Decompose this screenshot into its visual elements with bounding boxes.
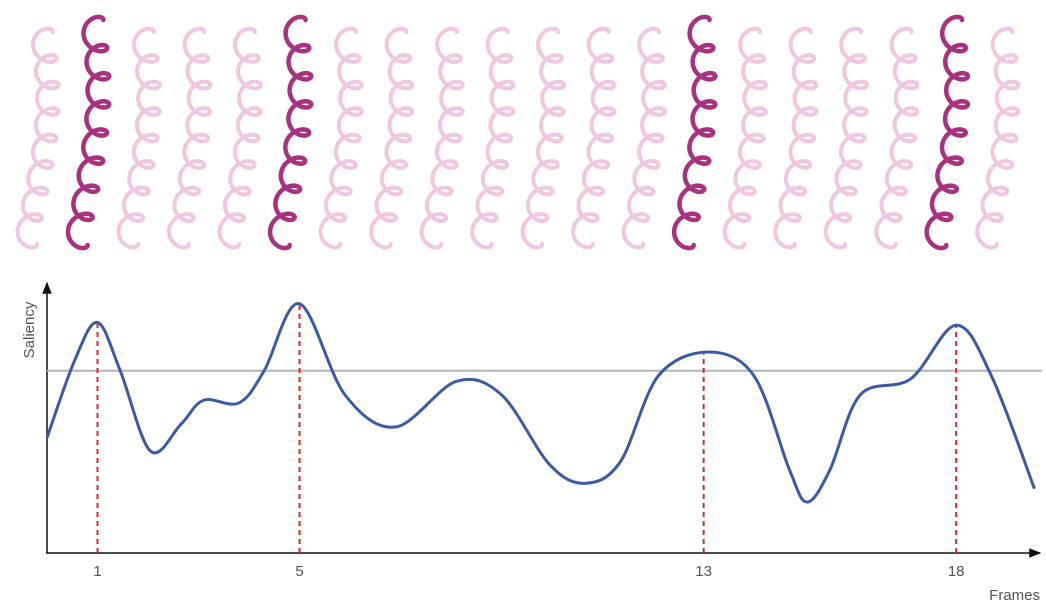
helix	[823, 26, 869, 250]
helix	[975, 26, 1021, 250]
helix-highlight	[671, 14, 718, 251]
helix-strip	[15, 14, 1021, 251]
helix	[369, 26, 415, 250]
helix	[15, 26, 61, 250]
helix-highlight	[65, 14, 112, 251]
helix	[116, 26, 162, 250]
helix	[571, 26, 617, 250]
helix	[217, 26, 263, 250]
x-tick-label: 18	[948, 563, 965, 580]
helix-highlight	[924, 14, 971, 251]
x-tick-label: 5	[295, 563, 303, 580]
x-tick-label: 13	[695, 563, 712, 580]
helix	[318, 26, 364, 250]
saliency-curve	[45, 302, 1036, 504]
helix	[874, 26, 920, 250]
helix	[520, 26, 566, 250]
helix	[167, 26, 213, 250]
helix	[621, 26, 667, 250]
y-axis-label: Saliency	[21, 301, 38, 358]
helix	[773, 26, 819, 250]
helix	[722, 26, 768, 250]
x-axis-label: Frames	[989, 587, 1040, 604]
x-tick-label: 1	[93, 563, 101, 580]
helix	[470, 26, 516, 250]
helix	[419, 26, 465, 250]
helix-highlight	[267, 14, 314, 251]
